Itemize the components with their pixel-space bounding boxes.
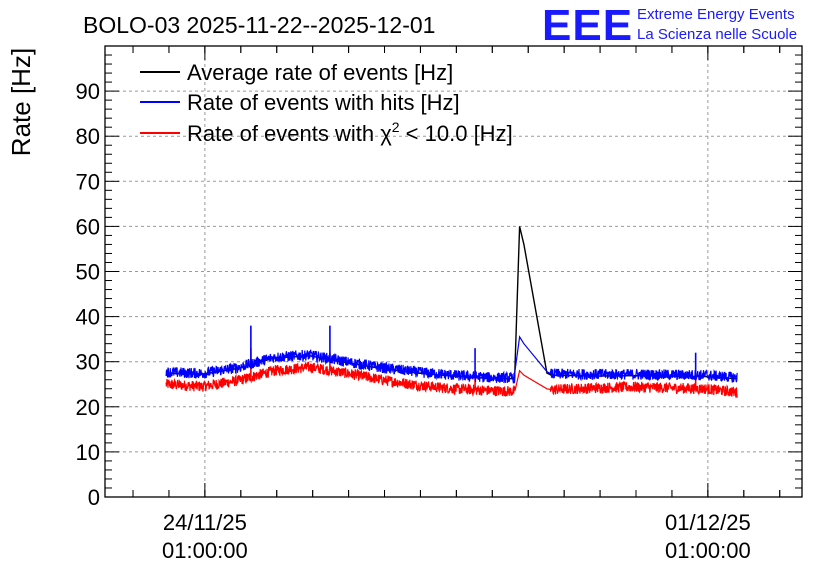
series-average: [166, 226, 738, 380]
eee-logo-line1: Extreme Energy Events: [637, 6, 795, 23]
chart-title: BOLO-03 2025-11-22--2025-12-01: [83, 12, 435, 38]
legend-label: Rate of events with χ2 < 10.0 [Hz]: [187, 119, 513, 146]
x-tick-label-date: 24/11/25: [163, 510, 247, 535]
legend-label: Average rate of events [Hz]: [187, 60, 453, 85]
y-tick-label: 30: [76, 350, 100, 375]
y-tick-labels: 0 10 20 30 40 50 60 70 80 90: [76, 79, 100, 510]
series-hits: [165, 325, 738, 384]
y-tick-label: 20: [76, 395, 100, 420]
series-plot-area: [165, 226, 738, 399]
x-tick-labels: 24/11/25 01:00:00 01/12/25 01:00:00: [162, 510, 751, 563]
legend: Average rate of events [Hz] Rate of event…: [140, 60, 513, 146]
legend-entry: Average rate of events [Hz]: [140, 60, 453, 85]
y-tick-label: 90: [76, 79, 100, 104]
legend-label: Rate of events with hits [Hz]: [187, 90, 460, 115]
x-tick-label-time: 01:00:00: [665, 538, 751, 563]
y-axis-label: Rate [Hz]: [6, 48, 36, 156]
eee-logo-text: EEE: [542, 1, 633, 50]
y-tick-label: 70: [76, 169, 100, 194]
x-tick-label-time: 01:00:00: [162, 538, 248, 563]
eee-logo: EEE Extreme Energy Events La Scienza nel…: [542, 1, 797, 50]
x-tick-label-date: 01/12/25: [665, 510, 751, 535]
eee-logo-line2: La Scienza nelle Scuole: [637, 26, 797, 43]
y-tick-label: 80: [76, 124, 100, 149]
y-tick-label: 50: [76, 260, 100, 285]
series-line: [165, 335, 738, 384]
series-line: [165, 361, 738, 399]
series-line: [166, 226, 738, 380]
y-tick-label: 40: [76, 305, 100, 330]
y-tick-label: 0: [88, 485, 100, 510]
y-tick-label: 10: [76, 440, 100, 465]
legend-entry: Rate of events with χ2 < 10.0 [Hz]: [140, 119, 513, 146]
legend-entry: Rate of events with hits [Hz]: [140, 90, 460, 115]
axis-ticks: [105, 46, 802, 498]
y-tick-label: 60: [76, 214, 100, 239]
grid: [105, 46, 802, 497]
